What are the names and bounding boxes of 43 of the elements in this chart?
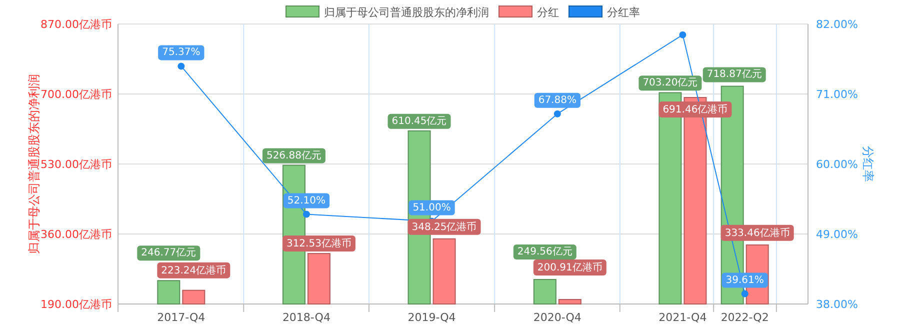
data-label: 333.46亿港币 — [724, 226, 790, 239]
x-tick-label: 2018-Q4 — [282, 311, 330, 324]
x-tick-label: 2021-Q4 — [658, 311, 707, 324]
y2-tick-label: 82.00% — [816, 18, 858, 31]
data-label: 610.45亿元 — [392, 116, 447, 127]
data-label: 312.53亿港币 — [286, 238, 352, 250]
data-label: 75.37% — [162, 47, 200, 58]
y-tick-label: 530.00亿港币 — [40, 158, 112, 171]
data-label: 39.61% — [726, 274, 764, 286]
point — [679, 31, 686, 38]
data-label: 249.56亿元 — [517, 246, 572, 258]
x-tick-label: 2022-Q2 — [720, 311, 769, 324]
data-label: 526.88亿元 — [266, 150, 322, 162]
data-label: 67.88% — [538, 94, 576, 106]
y2-tick-label: 60.00% — [816, 158, 858, 171]
data-label: 223.24亿港币 — [161, 264, 226, 276]
y-axis-title: 归属于母公司普通股股东的净利润 — [27, 74, 41, 254]
data-label: 246.77亿元 — [141, 248, 196, 259]
y2-tick-label: 49.00% — [816, 228, 858, 241]
x-tick-label: 2020-Q4 — [533, 311, 582, 324]
legend-label: 分红 — [537, 6, 559, 19]
data-label: 703.20亿元 — [642, 78, 698, 89]
y-tick-label: 870.00亿港币 — [40, 18, 112, 31]
point — [302, 210, 310, 218]
y2-tick-label: 38.00% — [816, 298, 858, 311]
point — [554, 110, 561, 118]
y-tick-label: 190.00亿港币 — [40, 298, 112, 311]
data-label: 52.10% — [287, 195, 326, 206]
y2-axis-title: 分红率 — [861, 146, 875, 182]
y2-tick-label: 71.00% — [816, 88, 858, 101]
x-tick-label: 2019-Q4 — [408, 311, 456, 324]
data-label: 691.46亿港币 — [662, 104, 728, 116]
legend-label: 归属于母公司普通股股东的净利润 — [324, 6, 489, 19]
y-tick-label: 700.00亿港币 — [40, 88, 112, 101]
data-label: 200.91亿港币 — [537, 262, 602, 274]
point — [178, 62, 185, 70]
data-label: 718.87亿元 — [706, 69, 762, 80]
point — [741, 290, 748, 298]
legend-label: 分红率 — [607, 6, 640, 19]
x-tick-label: 2017-Q4 — [157, 311, 206, 324]
data-label: 51.00% — [412, 202, 451, 214]
y-tick-label: 360.00亿港币 — [40, 228, 112, 241]
data-label: 348.25亿港币 — [412, 220, 477, 233]
